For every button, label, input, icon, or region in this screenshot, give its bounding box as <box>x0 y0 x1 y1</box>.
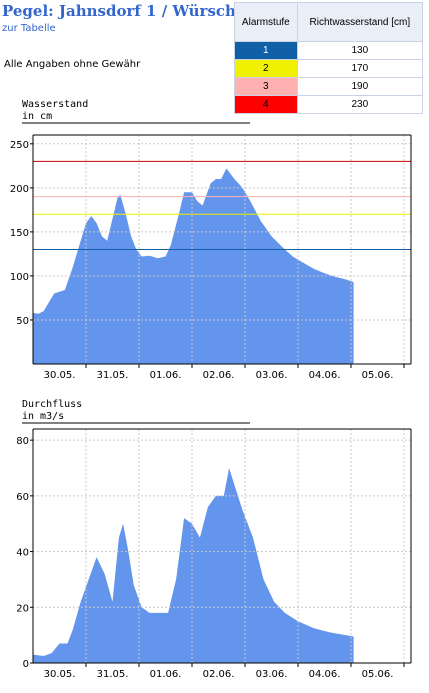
table-link[interactable]: zur Tabelle <box>2 23 56 34</box>
series-area <box>33 168 354 364</box>
x-tick-label: 02.06. <box>203 669 235 680</box>
y-tick-label: 150 <box>10 228 29 239</box>
alarm-row: 2 170 <box>234 59 424 78</box>
y-tick-label: 200 <box>10 184 29 195</box>
y-tick-label: 20 <box>16 603 29 614</box>
alarm-stage: 3 <box>234 77 298 96</box>
x-tick-label: 30.05. <box>44 370 76 381</box>
alarm-level: 130 <box>296 41 424 60</box>
alarm-row: 4 230 <box>234 95 424 114</box>
alarm-stage: 2 <box>234 59 298 78</box>
y-tick-label: 80 <box>16 436 29 447</box>
x-tick-label: 03.06. <box>256 370 288 381</box>
x-tick-label: 31.05. <box>97 370 129 381</box>
y-axis-unit: in m3/s <box>22 411 64 422</box>
alarm-row: 3 190 <box>234 77 424 96</box>
x-tick-label: 31.05. <box>97 669 129 680</box>
disclaimer: Alle Angaben ohne Gewähr <box>4 59 141 70</box>
x-tick-label: 05.06. <box>362 370 394 381</box>
y-axis-label: Durchfluss <box>22 399 82 410</box>
x-tick-label: 04.06. <box>309 669 341 680</box>
y-tick-label: 60 <box>16 492 29 503</box>
x-tick-label: 03.06. <box>256 669 288 680</box>
x-tick-label: 30.05. <box>44 669 76 680</box>
x-tick-label: 04.06. <box>309 370 341 381</box>
y-tick-label: 250 <box>10 140 29 151</box>
x-tick-label: 02.06. <box>203 370 235 381</box>
alarm-col-level: Richtwasserstand [cm] <box>296 2 424 42</box>
alarm-level: 170 <box>296 59 424 78</box>
y-tick-label: 50 <box>16 316 29 327</box>
y-axis-label: Wasserstand <box>22 99 88 110</box>
y-tick-label: 100 <box>10 272 29 283</box>
y-tick-label: 0 <box>23 659 29 670</box>
page-title: Pegel: Jahnsdorf 1 / Würschnitz <box>2 2 268 20</box>
alarm-level: 230 <box>296 95 424 114</box>
alarm-row: 1 130 <box>234 41 424 60</box>
alarm-level: 190 <box>296 77 424 96</box>
x-tick-label: 01.06. <box>150 370 182 381</box>
alarm-table: Alarmstufe Richtwasserstand [cm] 1 130 2… <box>234 2 424 114</box>
y-axis-unit: in cm <box>22 111 52 122</box>
series-area <box>33 468 354 663</box>
alarm-stage: 1 <box>234 41 298 60</box>
x-tick-label: 05.06. <box>362 669 394 680</box>
alarm-stage: 4 <box>234 95 298 114</box>
alarm-col-stage: Alarmstufe <box>234 2 298 42</box>
y-tick-label: 40 <box>16 548 29 559</box>
x-tick-label: 01.06. <box>150 669 182 680</box>
